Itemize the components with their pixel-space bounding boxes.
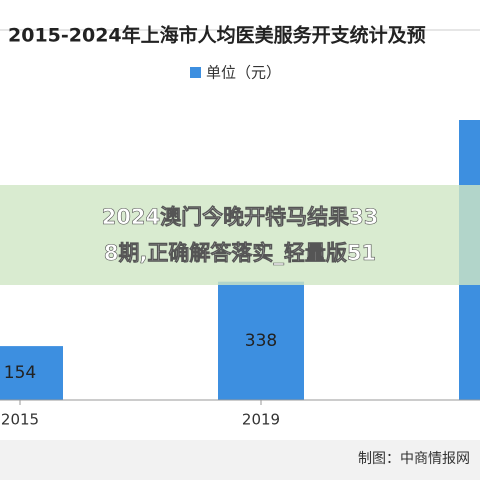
- bars: 15420153382019800: [0, 120, 480, 429]
- footer-band: [0, 440, 480, 480]
- legend-swatch: [190, 67, 201, 78]
- bar: [0, 346, 63, 400]
- data-label: 338: [245, 331, 277, 351]
- legend-label: 单位（元）: [206, 64, 281, 82]
- overlay-banner: [0, 185, 480, 285]
- overlay-text: 2024澳门今晚开特马结果33: [102, 205, 379, 229]
- bar: [218, 281, 304, 400]
- x-tick-label: 2015: [1, 411, 39, 429]
- footer: 制图：中商情报网: [358, 451, 470, 467]
- x-tick-label: 2019: [242, 411, 280, 429]
- overlay-text: 8期,正确解答落实_轻量版51: [104, 241, 376, 265]
- chart-title: 2015-2024年上海市人均医美服务开支统计及预: [8, 24, 426, 47]
- data-label: 154: [4, 363, 36, 383]
